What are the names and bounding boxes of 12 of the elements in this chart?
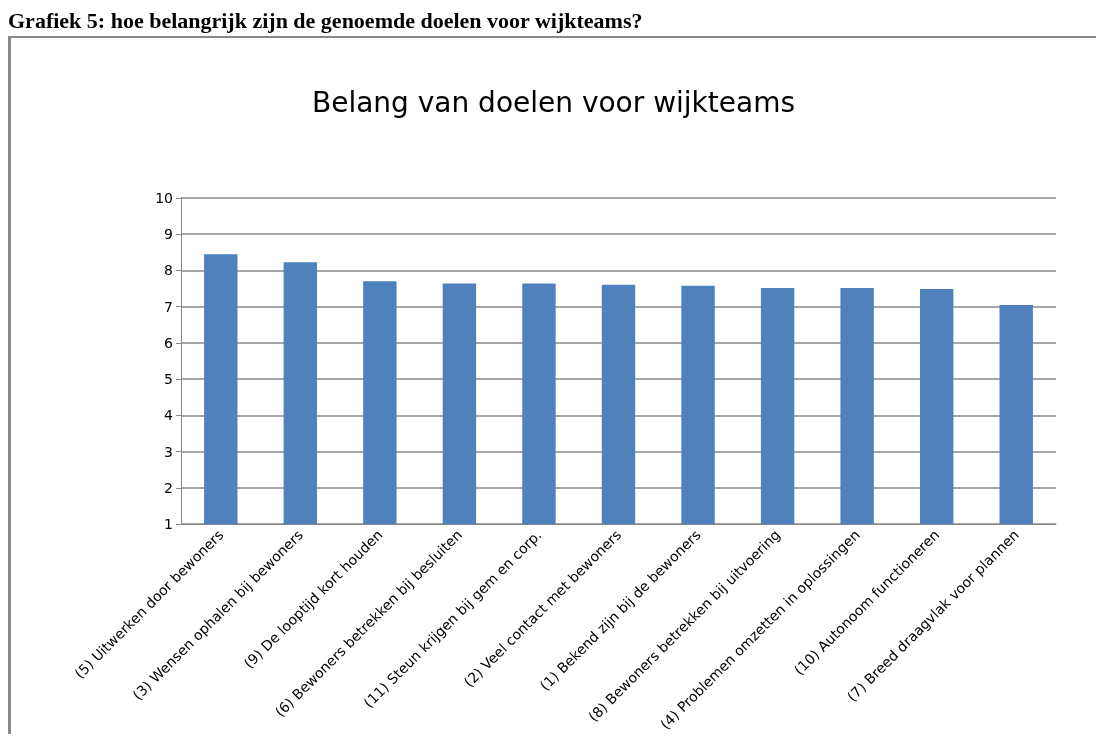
y-tick-label: 7 bbox=[164, 298, 173, 315]
chart-title: Belang van doelen voor wijkteams bbox=[311, 85, 796, 119]
chart-subtitle: Grafiek 5: hoe belangrijk zijn de genoemde doelen voor wijkteams? bbox=[8, 8, 644, 35]
y-tick-label: 8 bbox=[164, 262, 173, 279]
y-tick-label: 6 bbox=[164, 334, 174, 351]
y-tick-label: 1 bbox=[164, 516, 173, 533]
y-tick-label: 10 bbox=[155, 190, 173, 206]
y-tick-label: 3 bbox=[164, 443, 173, 460]
y-tick-label: 9 bbox=[164, 226, 173, 243]
y-tick-label: 5 bbox=[164, 371, 173, 388]
y-tick-label: 2 bbox=[164, 479, 173, 496]
y-tick-label: 4 bbox=[164, 407, 174, 424]
